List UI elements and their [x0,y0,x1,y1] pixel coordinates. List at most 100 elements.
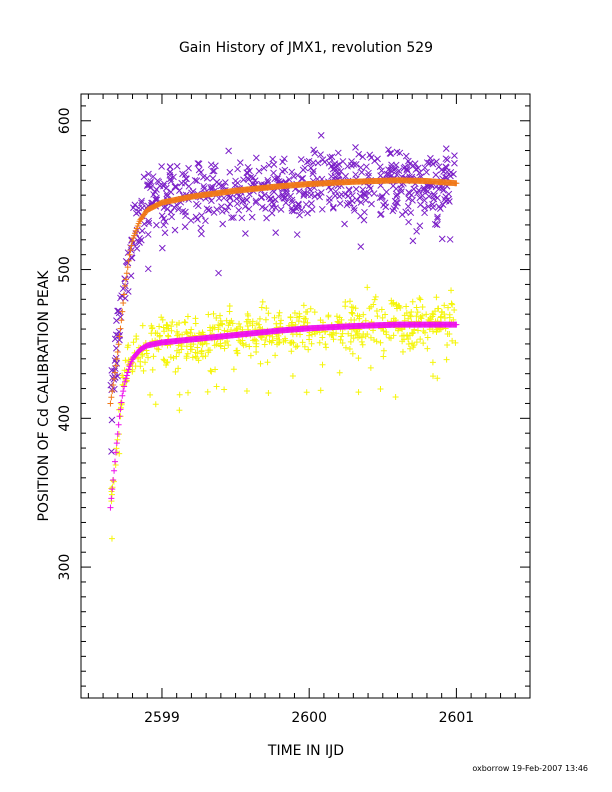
data-point-series-1 [163,321,170,328]
data-point-series-1 [159,316,166,323]
data-point-series-0 [351,207,358,214]
data-point-series-0 [300,190,308,198]
data-point-series-1 [237,324,244,331]
data-point-series-1 [366,305,373,312]
data-point-series-1 [407,332,414,339]
data-point-series-1 [399,348,406,355]
y-tick-label: 300 [57,554,73,581]
data-point-series-0 [167,177,175,185]
data-point-series-1 [354,312,361,319]
fit-point-0 [124,264,131,271]
data-point-series-1 [367,364,374,371]
data-point-series-1 [288,348,295,355]
data-point-series-1 [342,344,349,351]
data-point-series-0 [112,354,120,362]
data-point-series-0 [444,156,451,164]
data-point-series-1 [348,316,355,323]
data-point-series-1 [192,315,199,322]
data-point-series-0 [200,185,208,192]
data-point-series-0 [439,201,447,209]
data-point-series-1 [311,309,318,316]
data-point-series-0 [108,448,115,455]
data-point-series-0 [407,209,415,217]
data-point-series-1 [349,350,356,357]
data-point-series-1 [348,332,355,339]
data-point-series-0 [290,207,298,215]
data-point-series-1 [452,339,459,346]
data-point-series-0 [434,215,441,223]
data-point-series-0 [393,191,401,198]
data-point-series-0 [365,172,372,180]
data-point-series-0 [385,146,392,154]
data-point-series-0 [252,197,260,205]
data-point-series-1 [276,309,283,316]
data-point-series-1 [149,324,156,331]
data-point-series-1 [224,338,231,345]
data-point-series-0 [185,164,192,172]
data-point-series-0 [144,181,152,188]
data-point-series-0 [329,203,337,211]
data-point-series-1 [199,341,206,348]
data-point-series-1 [333,330,340,337]
data-point-series-1 [446,331,453,338]
data-point-series-0 [146,181,153,189]
data-point-series-1 [317,387,324,394]
data-point-series-1 [449,301,456,308]
data-point-series-0 [224,203,232,211]
data-point-series-1 [307,305,314,312]
data-point-series-0 [344,192,352,200]
data-point-series-1 [294,343,301,350]
data-point-series-1 [449,337,456,344]
data-point-series-0 [127,272,135,280]
data-point-series-1 [360,311,367,318]
data-point-series-0 [310,167,317,175]
data-point-series-1 [208,368,215,375]
x-tick-label: 2601 [439,710,475,726]
data-point-series-1 [265,390,272,397]
data-point-series-0 [181,223,189,231]
data-point-series-1 [204,388,211,395]
data-point-series-0 [145,170,152,178]
data-point-series-0 [302,201,310,208]
fit-point-0 [123,270,130,277]
data-point-series-0 [226,200,234,208]
data-point-series-0 [374,155,381,163]
data-point-series-0 [359,153,367,161]
data-point-series-0 [203,174,211,182]
data-point-series-1 [289,319,296,326]
data-point-series-1 [168,327,175,334]
y-tick-label: 600 [57,107,73,134]
data-point-series-0 [451,152,458,159]
data-point-series-0 [209,183,216,191]
data-point-series-1 [413,339,420,346]
data-point-series-1 [302,315,309,322]
data-point-series-0 [357,164,365,171]
data-point-series-1 [184,350,191,357]
data-point-series-0 [431,220,439,228]
fit-point-0 [129,237,136,244]
data-point-series-1 [429,313,436,320]
data-point-series-1 [334,318,341,325]
data-point-series-1 [225,342,232,349]
data-point-series-1 [373,307,380,314]
data-point-series-1 [432,308,439,315]
data-point-series-1 [330,336,337,343]
data-point-series-0 [298,206,306,214]
data-point-series-0 [191,176,199,184]
data-point-series-0 [325,159,333,167]
data-point-series-1 [355,355,362,362]
data-point-series-0 [145,217,152,225]
data-point-series-0 [272,196,279,203]
data-point-series-1 [445,304,452,311]
data-point-series-0 [140,220,148,228]
data-point-series-1 [213,383,220,390]
data-point-series-0 [405,195,412,202]
data-point-series-0 [367,185,374,192]
data-point-series-1 [149,366,156,373]
data-point-series-0 [261,191,268,199]
data-point-series-1 [198,348,205,355]
fit-point-0 [122,282,129,289]
data-point-series-1 [429,359,436,366]
data-point-series-0 [207,184,214,191]
data-point-series-0 [162,184,170,192]
